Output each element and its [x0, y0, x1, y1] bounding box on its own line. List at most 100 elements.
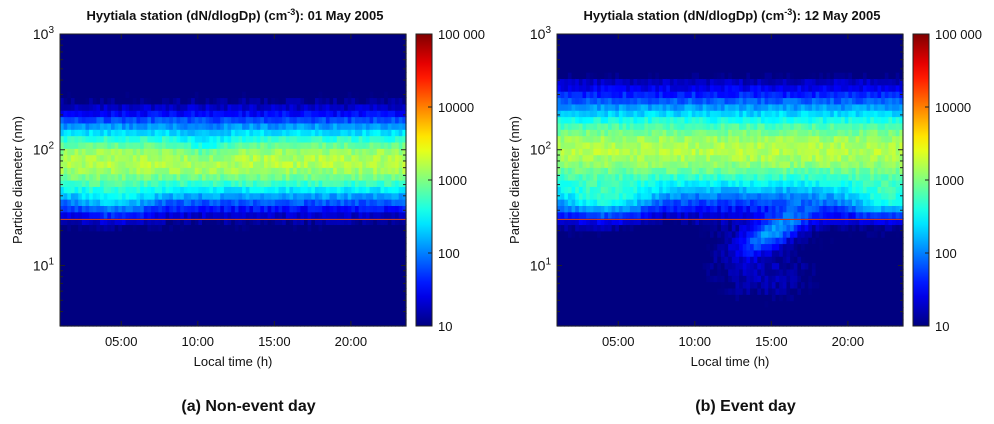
heatmap-cell — [593, 275, 598, 283]
heatmap-cell — [586, 129, 591, 137]
heatmap-cell — [347, 46, 352, 54]
heatmap-cell — [227, 53, 232, 60]
heatmap-cell — [282, 262, 287, 270]
heatmap-cell — [384, 262, 389, 270]
heatmap-cell — [318, 154, 323, 162]
heatmap-cell — [351, 230, 356, 238]
heatmap-cell — [597, 306, 602, 314]
heatmap-cell — [103, 154, 108, 162]
heatmap-cell — [278, 180, 283, 187]
heatmap-cell — [369, 211, 374, 219]
heatmap-cell — [402, 46, 407, 54]
heatmap-cell — [60, 78, 65, 86]
heatmap-cell — [300, 249, 305, 257]
heatmap-cell — [114, 281, 119, 289]
heatmap-cell — [118, 224, 123, 232]
heatmap-cell — [336, 72, 342, 80]
heatmap-cell — [202, 72, 207, 80]
heatmap-cell — [154, 275, 159, 283]
heatmap-cell — [253, 103, 258, 111]
heatmap-cell — [67, 40, 72, 48]
heatmap-cell — [227, 167, 232, 175]
heatmap-cell — [571, 199, 576, 206]
heatmap-cell — [355, 91, 360, 99]
heatmap-cell — [118, 46, 123, 54]
heatmap-cell — [223, 91, 229, 99]
heatmap-cell — [567, 319, 573, 327]
heatmap-cell — [398, 243, 403, 251]
heatmap-cell — [391, 160, 396, 168]
heatmap-cell — [384, 141, 389, 149]
heatmap-cell — [333, 103, 338, 111]
heatmap-cell — [92, 46, 98, 54]
heatmap-cell — [289, 154, 294, 162]
heatmap-cell — [380, 160, 385, 168]
heatmap-cell — [63, 84, 68, 92]
heatmap-cell — [578, 84, 584, 92]
heatmap-cell — [63, 154, 68, 162]
heatmap-cell — [187, 122, 192, 130]
heatmap-cell — [567, 103, 573, 111]
heatmap-cell — [271, 192, 276, 200]
heatmap-cell — [329, 319, 334, 327]
heatmap-cell — [571, 78, 576, 86]
heatmap-cell — [118, 205, 123, 213]
heatmap-cell — [582, 262, 587, 270]
heatmap-cell — [256, 313, 261, 321]
heatmap-cell — [351, 313, 356, 321]
heatmap-cell — [231, 103, 236, 111]
heatmap-cell — [183, 237, 189, 245]
heatmap-cell — [271, 275, 276, 283]
heatmap-cell — [143, 97, 149, 105]
heatmap-cell — [129, 154, 134, 162]
heatmap-cell — [256, 186, 261, 194]
heatmap-cell — [140, 275, 145, 283]
heatmap-cell — [216, 211, 221, 219]
heatmap-cell — [325, 268, 331, 276]
heatmap-cell — [586, 224, 591, 232]
heatmap-cell — [205, 122, 210, 130]
heatmap-cell — [205, 78, 210, 86]
heatmap-cell — [373, 306, 378, 314]
heatmap-cell — [209, 154, 214, 162]
heatmap-cell — [578, 275, 584, 283]
heatmap-cell — [121, 205, 127, 213]
heatmap-cell — [78, 224, 83, 232]
heatmap-cell — [132, 160, 138, 168]
heatmap-cell — [597, 122, 602, 130]
heatmap-cell — [151, 148, 156, 156]
heatmap-cell — [347, 192, 352, 200]
heatmap-cell — [110, 205, 116, 213]
heatmap-cell — [263, 103, 269, 111]
heatmap-cell — [285, 173, 291, 181]
heatmap-cell — [586, 122, 591, 130]
heatmap-cell — [107, 34, 112, 41]
heatmap-cell — [121, 319, 127, 327]
heatmap-cell — [132, 103, 138, 111]
heatmap-cell — [129, 122, 134, 130]
heatmap-cell — [121, 46, 127, 54]
heatmap-cell — [107, 192, 112, 200]
heatmap-cell — [314, 167, 320, 175]
heatmap-cell — [271, 300, 276, 308]
heatmap-cell — [344, 97, 349, 105]
heatmap-cell — [205, 230, 210, 238]
heatmap-cell — [575, 313, 580, 321]
heatmap-cell — [260, 40, 265, 48]
heatmap-cell — [169, 135, 174, 143]
heatmap-cell — [362, 173, 367, 181]
heatmap-cell — [391, 306, 396, 314]
heatmap-cell — [285, 53, 291, 60]
heatmap-cell — [194, 65, 199, 73]
heatmap-cell — [161, 84, 167, 92]
heatmap-cell — [63, 262, 68, 270]
heatmap-cell — [96, 154, 101, 162]
heatmap-cell — [557, 180, 562, 187]
heatmap-cell — [369, 160, 374, 168]
heatmap-cell — [589, 40, 595, 48]
heatmap-cell — [300, 53, 305, 60]
heatmap-cell — [198, 192, 203, 200]
heatmap-cell — [231, 97, 236, 105]
heatmap-cell — [314, 230, 320, 238]
heatmap-cell — [176, 78, 181, 86]
